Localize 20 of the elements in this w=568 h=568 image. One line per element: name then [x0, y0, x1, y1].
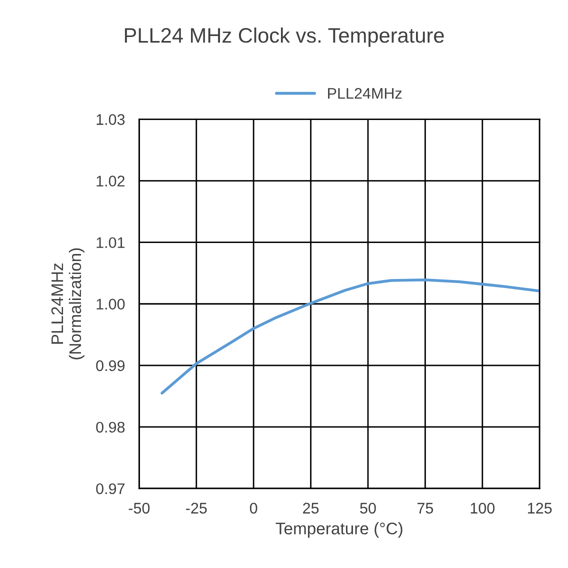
x-tick-label: 125	[528, 502, 552, 514]
line-series	[160, 278, 540, 394]
x-tick-label: 50	[360, 502, 376, 514]
chart-title: PLL24 MHz Clock vs. Temperature	[124, 28, 444, 47]
x-tick-label: -25	[186, 502, 207, 514]
y-tick-label: 1.01	[96, 237, 125, 248]
legend-label: PLL24MHz	[328, 88, 402, 99]
x-tick-label: 75	[417, 502, 434, 514]
y-tick-label: 0.99	[96, 360, 125, 372]
x-tick-label: 0	[250, 502, 258, 514]
x-tick-label: 100	[470, 502, 495, 514]
x-tick-label: 25	[303, 502, 319, 514]
y-tick-label: 0.98	[96, 422, 125, 433]
y-tick-label: 0.97	[96, 483, 125, 494]
x-axis-title: Temperature (°C)	[276, 522, 402, 538]
y-tick-label: 1.00	[96, 298, 125, 310]
y-axis-title: PLL24MHz (Normalization)	[51, 248, 84, 360]
x-tick-label: -50	[128, 502, 150, 514]
y-tick-label: 1.02	[96, 176, 125, 186]
y-tick-label: 1.03	[96, 114, 125, 125]
